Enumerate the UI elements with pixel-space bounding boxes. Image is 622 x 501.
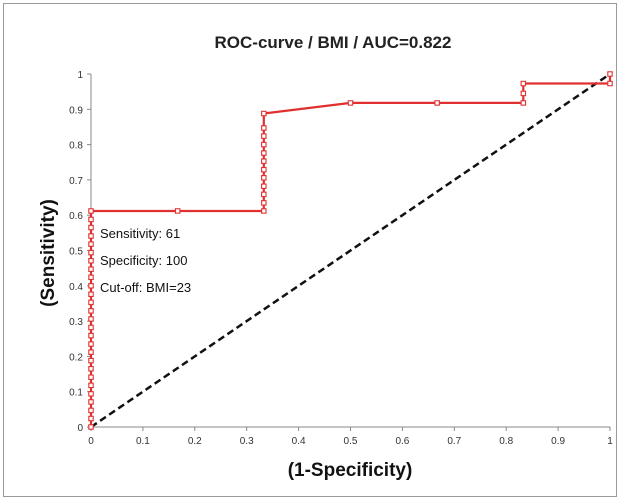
roc-point	[261, 133, 267, 139]
y-tick-label: 0.8	[69, 141, 83, 152]
roc-point	[88, 216, 94, 223]
x-tick-label: 0.1	[136, 436, 150, 447]
roc-point	[88, 374, 94, 380]
roc-point	[88, 299, 94, 306]
roc-point	[88, 274, 94, 281]
marker-group	[88, 71, 613, 430]
roc-point	[347, 100, 354, 106]
roc-point	[88, 399, 94, 405]
roc-point	[261, 183, 267, 190]
chart-frame	[3, 3, 617, 497]
x-tick-label: 0	[88, 436, 94, 447]
roc-point	[88, 283, 94, 289]
roc-point	[261, 166, 267, 173]
y-tick-label: 0.3	[69, 317, 83, 328]
y-tick-label: 1	[77, 70, 83, 81]
x-tick-group: 0 0.1 0.2 0.3 0.4 0.5 0.6 0.7 0.8 0.9 1	[88, 427, 613, 447]
x-tick-label: 0.3	[240, 436, 254, 447]
roc-point	[88, 249, 94, 256]
chart-title: ROC-curve / BMI / AUC=0.822	[215, 33, 452, 52]
roc-point	[88, 415, 94, 422]
roc-point	[88, 424, 94, 430]
roc-point	[88, 324, 94, 331]
roc-point	[607, 71, 613, 77]
roc-point	[520, 100, 527, 106]
x-tick-label: 0.8	[499, 436, 513, 447]
roc-point	[88, 308, 94, 314]
roc-point	[261, 191, 267, 198]
annotation-sensitivity: Sensitivity: 61	[100, 226, 180, 241]
roc-point	[261, 158, 267, 164]
y-tick-label: 0.6	[69, 211, 83, 222]
roc-point	[88, 316, 94, 322]
roc-point	[88, 341, 94, 347]
roc-point	[88, 233, 94, 239]
roc-point	[261, 125, 267, 131]
roc-point	[88, 208, 94, 214]
y-tick-label: 0.2	[69, 352, 83, 363]
roc-point	[261, 110, 267, 117]
roc-point	[88, 266, 94, 272]
roc-point	[88, 224, 94, 231]
roc-point	[88, 291, 94, 298]
y-tick-label: 0.1	[69, 388, 83, 399]
x-tick-label: 0.5	[344, 436, 358, 447]
y-tick-group: 0 0.1 0.2 0.3 0.4 0.5 0.6 0.7 0.8 0.9 1	[69, 70, 91, 434]
roc-point	[88, 366, 94, 372]
roc-point	[88, 332, 94, 339]
roc-point	[88, 349, 94, 355]
x-tick-label: 0.7	[447, 436, 461, 447]
roc-point	[88, 257, 94, 264]
annotation-specificity: Specificity: 100	[100, 253, 187, 268]
roc-point	[261, 141, 267, 148]
reference-diagonal-line	[90, 72, 611, 429]
roc-point	[520, 90, 527, 97]
y-tick-label: 0.4	[69, 282, 83, 293]
roc-point	[261, 208, 267, 214]
plot-lines	[89, 72, 612, 429]
roc-point	[261, 150, 267, 156]
roc-point	[607, 80, 613, 87]
x-tick-label: 0.2	[188, 436, 202, 447]
roc-point	[88, 241, 94, 247]
roc-point	[88, 391, 94, 397]
roc-point	[261, 175, 267, 181]
x-tick-label: 0.6	[395, 436, 409, 447]
y-axis-title: (Sensitivity)	[38, 199, 59, 307]
y-tick-label: 0	[77, 423, 83, 434]
roc-point	[174, 208, 181, 214]
roc-point	[520, 80, 527, 87]
y-tick-label: 0.7	[69, 176, 83, 187]
roc-point	[261, 200, 267, 206]
roc-point	[88, 407, 94, 414]
roc-point	[434, 100, 440, 106]
x-tick-label: 0.4	[292, 436, 306, 447]
y-tick-label: 0.5	[69, 247, 83, 258]
roc-point	[88, 357, 94, 364]
annotation-cutoff: Cut-off: BMI=23	[100, 280, 191, 295]
roc-point	[88, 382, 94, 389]
x-tick-label: 0.9	[551, 436, 565, 447]
x-tick-label: 1	[607, 436, 613, 447]
x-axis-title: (1-Specificity)	[288, 460, 413, 481]
y-tick-label: 0.9	[69, 105, 83, 116]
